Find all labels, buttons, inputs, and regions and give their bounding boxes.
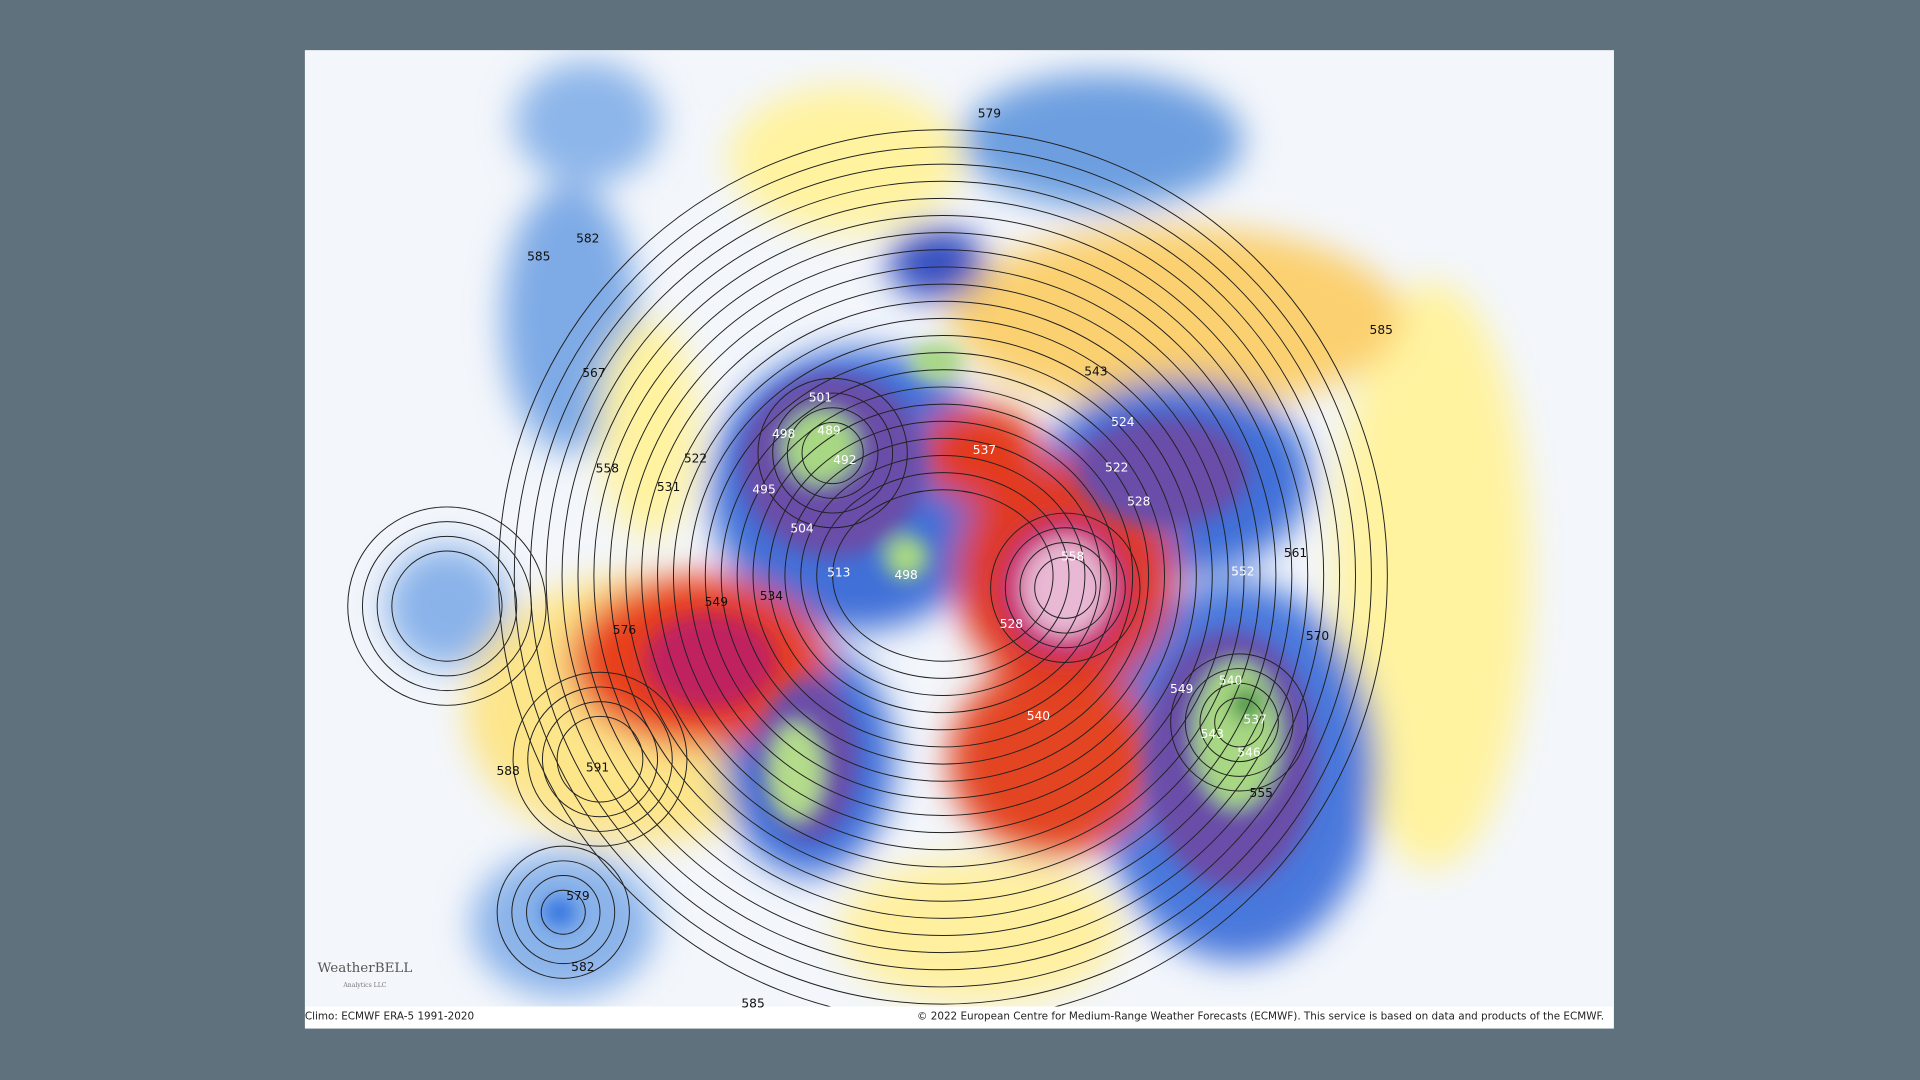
contour — [577, 215, 1309, 936]
contour-label: 522 — [684, 452, 707, 466]
contour-label: 522 — [1105, 460, 1128, 474]
contour — [1004, 527, 1126, 649]
contour — [832, 489, 1054, 662]
contour — [704, 352, 1181, 799]
contour-label: 495 — [752, 482, 775, 496]
contour-label: 588 — [496, 764, 519, 778]
contour — [1170, 653, 1309, 792]
contour-label: 591 — [586, 760, 609, 774]
contour — [786, 407, 879, 499]
contour-label: 513 — [827, 566, 850, 580]
contour — [816, 472, 1070, 679]
contour — [800, 455, 1086, 696]
logo: WeatherBELL — [318, 961, 413, 976]
height-contours — [347, 129, 1388, 1007]
contour — [545, 180, 1341, 971]
footer-left: Climo: ECMWF ERA-5 1991-2020 — [305, 1010, 474, 1022]
contour — [1214, 697, 1265, 748]
contour — [609, 249, 1277, 902]
contour — [361, 521, 532, 692]
contour — [391, 550, 503, 662]
contour-label: 558 — [1061, 550, 1084, 564]
contour-label: 585 — [1370, 323, 1393, 337]
map — [304, 50, 1614, 1007]
contour — [529, 163, 1356, 988]
footer-right: © 2022 European Centre for Medium-Range … — [917, 1010, 1604, 1022]
contour — [512, 671, 688, 847]
contour-label: 537 — [973, 443, 996, 457]
contour-label: 585 — [527, 250, 550, 264]
contour — [1184, 668, 1294, 777]
contour-label: 546 — [1237, 746, 1261, 760]
contour-label: 498 — [894, 568, 917, 582]
contour-label: 524 — [1111, 415, 1135, 429]
contour-label: 492 — [833, 453, 856, 467]
contour — [496, 845, 630, 979]
contour-label: 534 — [760, 589, 784, 603]
contour-label: 576 — [613, 623, 637, 637]
contour — [990, 512, 1141, 663]
contour-label: 531 — [657, 480, 680, 494]
contour — [784, 437, 1102, 714]
contour — [757, 377, 908, 529]
contour — [540, 889, 586, 935]
contour-label: 504 — [790, 521, 814, 535]
contour — [561, 197, 1325, 954]
contour-label: 528 — [1000, 617, 1023, 631]
contour — [768, 420, 1118, 731]
contour-label: 582 — [576, 231, 599, 245]
contour-label: 549 — [1170, 682, 1193, 696]
contour — [657, 300, 1229, 851]
contour — [593, 232, 1293, 919]
contour — [527, 686, 673, 832]
contour-label: 543 — [1201, 727, 1224, 741]
contour-label: 582 — [571, 960, 594, 974]
anomaly-cores — [542, 341, 1317, 927]
contour-label: 552 — [1231, 564, 1254, 578]
contour — [752, 403, 1134, 748]
contour — [511, 860, 616, 965]
contour-label: 561 — [1284, 546, 1307, 560]
contour-label: 537 — [1243, 713, 1266, 727]
contour-label: 528 — [1127, 495, 1150, 509]
contour — [641, 283, 1245, 868]
contour-label: 579 — [978, 106, 1001, 120]
contour-label: 558 — [596, 461, 619, 475]
contour — [688, 335, 1197, 816]
contour — [526, 875, 601, 950]
contour — [1019, 541, 1112, 634]
contour — [1034, 556, 1097, 619]
contour-label: 579 — [566, 889, 589, 903]
contour-label: 549 — [705, 595, 728, 609]
contour-label: 540 — [1027, 709, 1050, 723]
contour-label: 540 — [1219, 673, 1242, 687]
contour-label: 498 — [772, 427, 795, 441]
contour — [625, 266, 1261, 885]
contour-label: 543 — [1084, 365, 1107, 379]
contour-label: 555 — [1250, 786, 1273, 800]
contour — [801, 421, 864, 485]
logo-subtitle: Analytics LLC — [342, 982, 386, 989]
contour-labels: 579 582 585 567 558 531 522 501 498 489 492 495 504 5… — [496, 106, 1392, 1010]
contour — [720, 369, 1165, 782]
contour-label: 567 — [582, 366, 605, 380]
contour — [556, 715, 644, 803]
contour — [347, 506, 547, 706]
contour-label: 585 — [741, 997, 764, 1011]
contour — [498, 129, 1388, 1007]
contour — [376, 535, 518, 677]
contour — [541, 701, 659, 818]
contour — [513, 146, 1372, 1005]
contour — [736, 386, 1150, 765]
contour-label: 570 — [1306, 629, 1329, 643]
contour-label: 489 — [817, 424, 840, 438]
contour — [1199, 682, 1279, 763]
contour — [772, 392, 894, 514]
contour-label: 501 — [809, 390, 832, 404]
contour — [672, 317, 1213, 834]
